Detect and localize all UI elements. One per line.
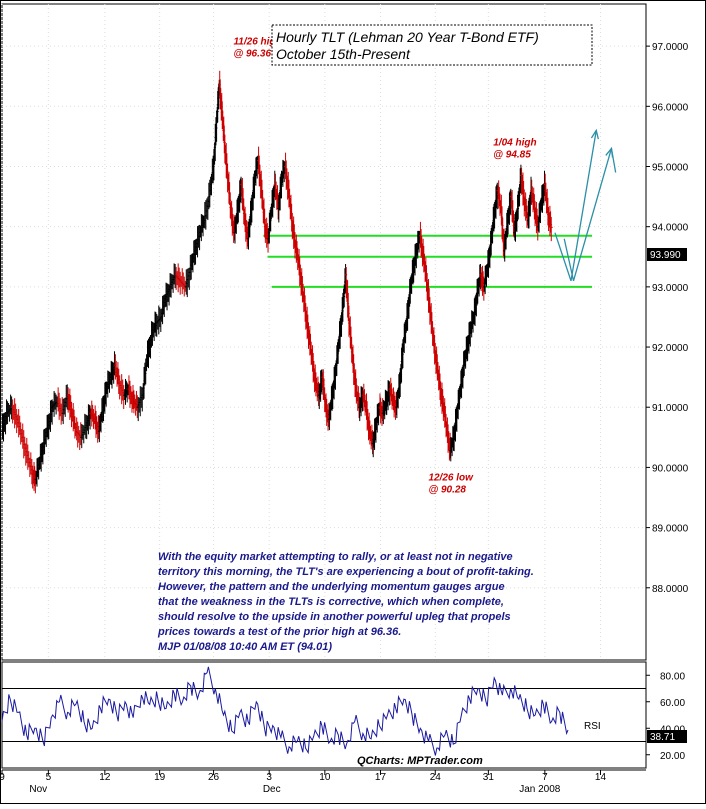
rsi-tick-label: 20.00 (660, 751, 685, 762)
date-tick-label: 10 (319, 772, 331, 783)
commentary-line: prices towards a test of the prior high … (157, 626, 401, 638)
price-tick-label: 90.0000 (652, 463, 689, 474)
commentary-line: territory this morning, the TLT's are ex… (158, 566, 534, 578)
annotation-value: @ 96.36 (233, 49, 271, 60)
date-tick-label: 3 (266, 772, 272, 783)
annotation-title: 1/04 high (493, 138, 536, 149)
commentary-line: should resolve to the upside in another … (158, 611, 511, 623)
price-series (1, 70, 553, 494)
month-label: Dec (263, 784, 281, 795)
month-label: Nov (29, 784, 47, 795)
price-y-axis: 97.0000 96.0000 95.0000 94.0000 93.0000 92.00… (646, 42, 689, 595)
date-tick-label: 19 (154, 772, 166, 783)
price-annotations: 11/26 high@ 96.36 1/04 high@ 94.85 12/26 l… (233, 37, 536, 496)
annotation-value: @ 94.85 (493, 150, 531, 161)
projection-arrowhead (590, 128, 599, 140)
date-tick-label: 5 (46, 772, 52, 783)
rsi-panel (1, 661, 647, 769)
chart-subtitle: October 15th-Present (276, 46, 411, 62)
date-tick-label: 7 (542, 772, 548, 783)
commentary-line: that the weakness in the TLTs is correct… (158, 596, 504, 608)
last-price-box (647, 248, 687, 261)
date-tick-label: 31 (483, 772, 495, 783)
commentary-line: MJP 01/08/08 10:40 AM ET (94.01) (158, 641, 332, 653)
date-axis: 9 5 12 19 26 3 10 17 24 31 7 14 Nov Dec Jan 2008 (0, 770, 606, 795)
price-tick-label: 91.0000 (652, 403, 689, 414)
price-tick-label: 96.0000 (652, 102, 689, 113)
price-tick-label: 89.0000 (652, 524, 689, 535)
date-tick-label: 26 (208, 772, 220, 783)
commentary-line: However, the pattern and the underlying … (158, 581, 505, 593)
rsi-last-label: 38.71 (650, 732, 675, 743)
commentary-line: With the equity market attempting to ral… (158, 551, 513, 563)
rsi-line (1, 666, 569, 756)
rsi-tick-label: 80.00 (660, 671, 685, 682)
price-tick-label: 88.0000 (652, 584, 689, 595)
rsi-last-box (647, 730, 687, 743)
support-lines (263, 234, 593, 288)
projection-arrows (554, 128, 617, 282)
price-panel (1, 3, 647, 661)
annotation-title: 12/26 low (428, 473, 474, 484)
title-box (271, 24, 593, 66)
date-tick-label: 14 (595, 772, 607, 783)
projection-tail (610, 148, 617, 173)
date-tick-label: 9 (0, 772, 5, 783)
rsi-tick-label: 40.00 (660, 724, 685, 735)
rsi-tick-label: 60.00 (660, 698, 685, 709)
date-tick-label: 24 (430, 772, 442, 783)
price-tick-label: 92.0000 (652, 343, 689, 354)
price-tick-label: 97.0000 (652, 42, 689, 53)
rsi-y-axis: 80.00 60.00 40.00 20.00 (646, 671, 685, 762)
price-tick-label: 95.0000 (652, 162, 689, 173)
rsi-label: RSI (584, 721, 601, 732)
price-tick-label: 93.0000 (652, 283, 689, 294)
last-price-label: 93.990 (650, 250, 681, 261)
annotation-value: @ 90.28 (428, 485, 466, 496)
chart-title: Hourly TLT (Lehman 20 Year T-Bond ETF) (276, 29, 539, 45)
projection-path (563, 148, 613, 282)
commentary: With the equity market attempting to ral… (157, 551, 534, 653)
month-label: Jan 2008 (519, 784, 561, 795)
date-tick-label: 12 (99, 772, 111, 783)
price-tick-label: 94.0000 (652, 223, 689, 234)
annotation-title: 11/26 high (233, 37, 281, 48)
rsi-reference-lines (2, 688, 646, 742)
projection-path (554, 130, 597, 282)
credit-label: QCharts: MPTrader.com (357, 755, 483, 767)
date-tick-label: 17 (375, 772, 387, 783)
